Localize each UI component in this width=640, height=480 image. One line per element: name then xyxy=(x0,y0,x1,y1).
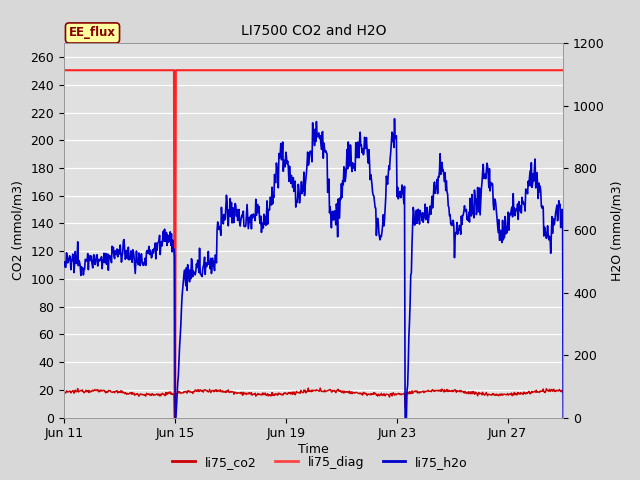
Legend: li75_co2, li75_diag, li75_h2o: li75_co2, li75_diag, li75_h2o xyxy=(167,451,473,474)
Y-axis label: CO2 (mmol/m3): CO2 (mmol/m3) xyxy=(12,180,25,280)
Title: LI7500 CO2 and H2O: LI7500 CO2 and H2O xyxy=(241,24,387,38)
X-axis label: Time: Time xyxy=(298,443,329,456)
Text: EE_flux: EE_flux xyxy=(69,26,116,39)
Y-axis label: H2O (mmol/m3): H2O (mmol/m3) xyxy=(611,180,623,281)
